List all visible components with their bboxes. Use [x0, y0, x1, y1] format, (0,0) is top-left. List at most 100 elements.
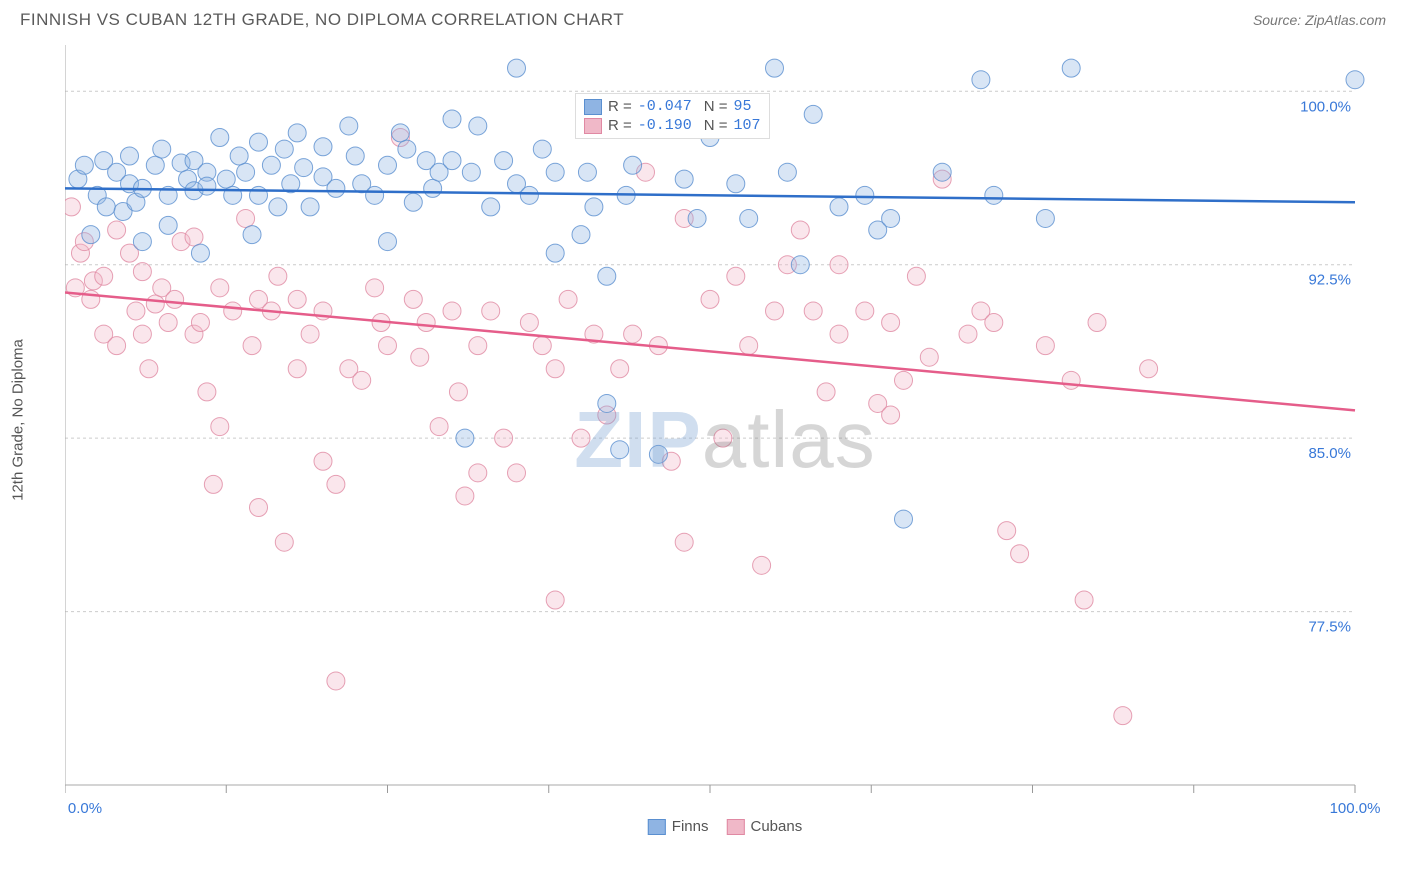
scatter-point	[1140, 360, 1158, 378]
scatter-point	[675, 170, 693, 188]
scatter-point	[146, 295, 164, 313]
scatter-point	[417, 314, 435, 332]
scatter-point	[546, 360, 564, 378]
scatter-point	[933, 163, 951, 181]
scatter-point	[75, 156, 93, 174]
scatter-point	[198, 177, 216, 195]
scatter-point	[482, 198, 500, 216]
scatter-point	[482, 302, 500, 320]
scatter-point	[301, 325, 319, 343]
scatter-point	[217, 170, 235, 188]
y-tick-label: 85.0%	[1308, 445, 1351, 462]
scatter-point	[533, 337, 551, 355]
scatter-point	[211, 418, 229, 436]
legend-n-value-cubans: 107	[734, 117, 761, 134]
scatter-point	[727, 267, 745, 285]
scatter-point	[572, 429, 590, 447]
scatter-point	[379, 337, 397, 355]
scatter-point	[462, 163, 480, 181]
scatter-point	[611, 441, 629, 459]
scatter-point	[688, 209, 706, 227]
scatter-point	[1011, 545, 1029, 563]
scatter-point	[585, 198, 603, 216]
scatter-point	[230, 147, 248, 165]
scatter-point	[985, 314, 1003, 332]
scatter-point	[830, 198, 848, 216]
scatter-point	[830, 256, 848, 274]
scatter-point	[237, 163, 255, 181]
scatter-point	[546, 163, 564, 181]
scatter-point	[191, 314, 209, 332]
scatter-point	[353, 371, 371, 389]
bottom-legend: Finns Cubans	[648, 818, 802, 835]
y-axis-label: 12th Grade, No Diploma	[10, 339, 27, 501]
x-tick-label: 0.0%	[68, 800, 102, 817]
scatter-point	[907, 267, 925, 285]
legend-n-label-2: N =	[704, 117, 728, 134]
scatter-point	[166, 290, 184, 308]
scatter-point	[327, 672, 345, 690]
scatter-point	[882, 314, 900, 332]
scatter-point	[133, 233, 151, 251]
scatter-point	[211, 129, 229, 147]
legend-stats-box: R = -0.047 N = 95 R = -0.190 N = 107	[575, 93, 770, 139]
legend-r-value-finns: -0.047	[638, 98, 692, 115]
scatter-point	[340, 117, 358, 135]
scatter-point	[243, 226, 261, 244]
legend-r-value-cubans: -0.190	[638, 117, 692, 134]
scatter-point	[211, 279, 229, 297]
scatter-point	[191, 244, 209, 262]
scatter-plot: 77.5%85.0%92.5%100.0%0.0%100.0%	[65, 45, 1385, 835]
scatter-point	[559, 290, 577, 308]
y-tick-label: 100.0%	[1300, 98, 1351, 115]
scatter-point	[327, 179, 345, 197]
scatter-point	[262, 156, 280, 174]
scatter-point	[224, 302, 242, 320]
legend-swatch-finns	[584, 99, 602, 115]
scatter-point	[443, 302, 461, 320]
legend-n-value-finns: 95	[734, 98, 752, 115]
scatter-point	[895, 510, 913, 528]
scatter-point	[804, 302, 822, 320]
scatter-point	[275, 533, 293, 551]
scatter-point	[140, 360, 158, 378]
scatter-point	[456, 429, 474, 447]
scatter-point	[133, 263, 151, 281]
scatter-point	[649, 445, 667, 463]
scatter-point	[546, 591, 564, 609]
scatter-point	[243, 337, 261, 355]
scatter-point	[520, 314, 538, 332]
scatter-point	[198, 383, 216, 401]
bottom-legend-swatch-finns	[648, 819, 666, 835]
legend-stats-row-finns: R = -0.047 N = 95	[584, 97, 761, 116]
scatter-point	[97, 198, 115, 216]
scatter-point	[314, 138, 332, 156]
scatter-point	[159, 216, 177, 234]
bottom-legend-label-cubans: Cubans	[750, 818, 802, 835]
scatter-point	[469, 117, 487, 135]
scatter-point	[301, 198, 319, 216]
scatter-point	[972, 71, 990, 89]
scatter-point	[269, 198, 287, 216]
scatter-point	[250, 499, 268, 517]
scatter-point	[65, 198, 80, 216]
scatter-point	[701, 290, 719, 308]
scatter-point	[185, 228, 203, 246]
scatter-point	[985, 186, 1003, 204]
scatter-point	[153, 140, 171, 158]
scatter-point	[424, 179, 442, 197]
scatter-point	[1062, 371, 1080, 389]
scatter-point	[250, 186, 268, 204]
scatter-point	[430, 418, 448, 436]
scatter-point	[288, 124, 306, 142]
scatter-point	[449, 383, 467, 401]
scatter-point	[108, 221, 126, 239]
scatter-point	[82, 226, 100, 244]
scatter-point	[624, 156, 642, 174]
y-tick-label: 92.5%	[1308, 272, 1351, 289]
scatter-point	[108, 337, 126, 355]
scatter-point	[740, 209, 758, 227]
scatter-point	[791, 256, 809, 274]
scatter-point	[133, 325, 151, 343]
scatter-point	[269, 267, 287, 285]
